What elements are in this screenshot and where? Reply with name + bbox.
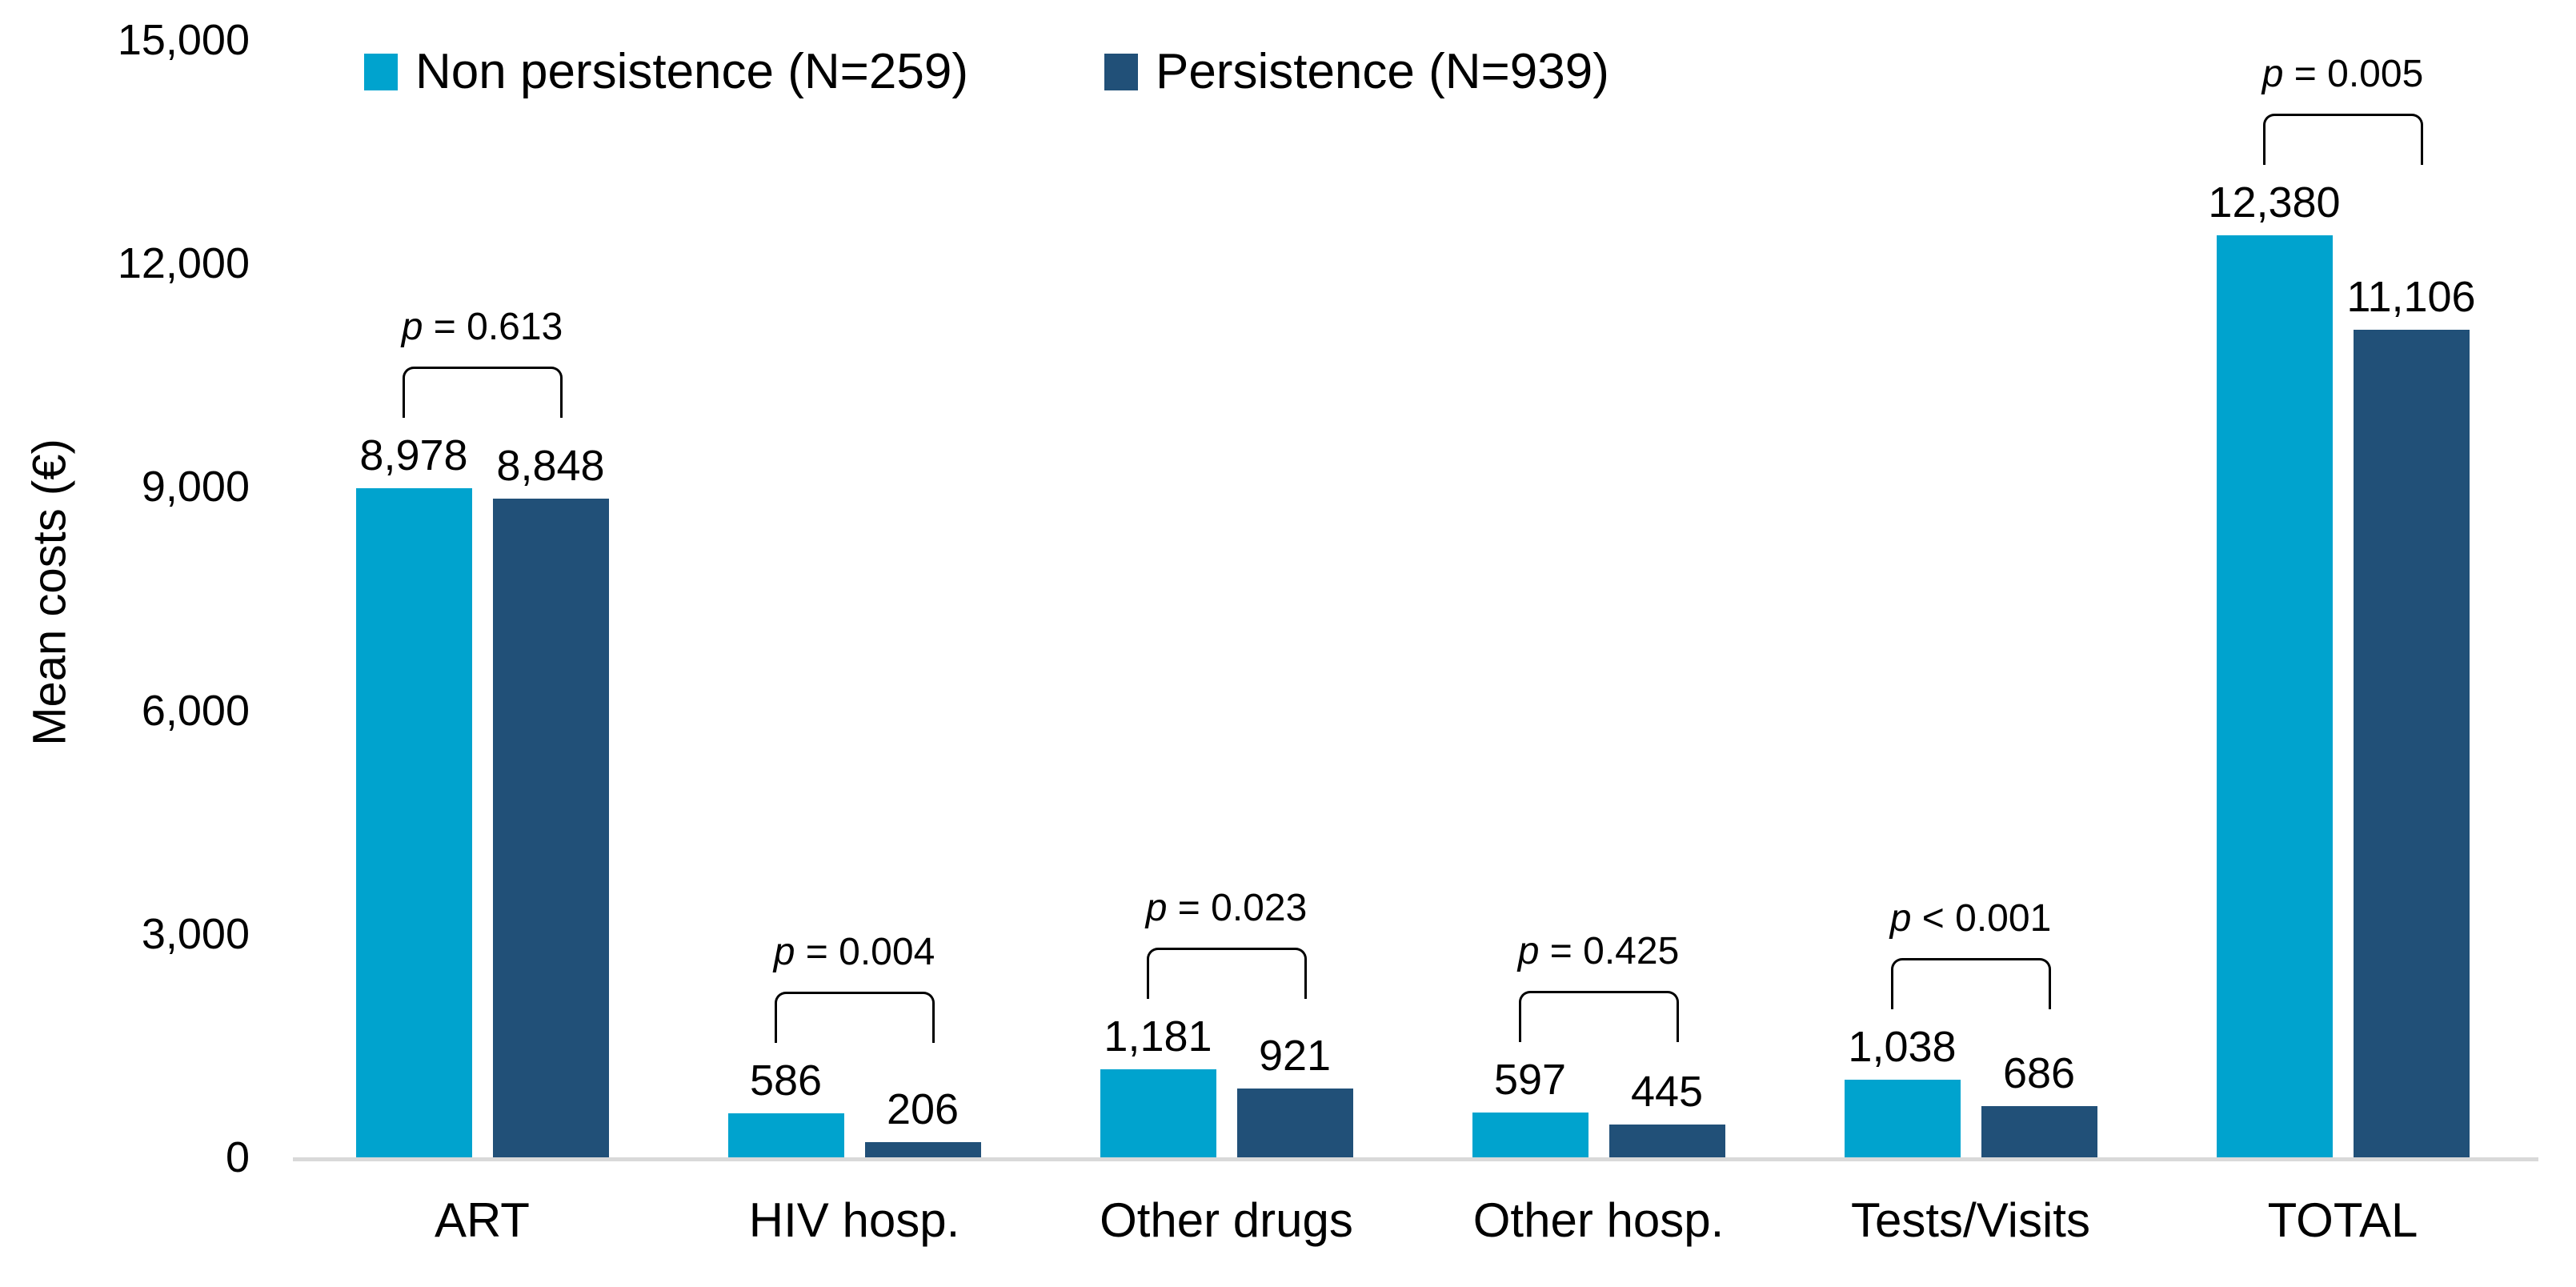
legend-label-persistence: Persistence (N=939) xyxy=(1155,44,1609,99)
value-label-art-persistence: 8,848 xyxy=(496,441,605,490)
p-value-label-hiv-hosp: p = 0.004 xyxy=(655,932,1055,973)
value-label-other-drugs-persistence: 921 xyxy=(1258,1032,1332,1081)
p-value-text: < 0.001 xyxy=(1911,897,2052,940)
bar-persistence-hiv-hosp xyxy=(864,1141,981,1157)
bar-persistence-art xyxy=(492,498,609,1157)
y-tick-6-000: 6,000 xyxy=(141,686,250,735)
x-category-hiv-hosp: HIV hosp. xyxy=(748,1193,960,1247)
value-label-total-non-persistence: 12,380 xyxy=(2208,178,2341,227)
p-value-text: = 0.023 xyxy=(1167,887,1308,930)
value-label-other-drugs-non-persistence: 1,181 xyxy=(1104,1012,1212,1061)
bar-persistence-other-hosp xyxy=(1608,1124,1725,1157)
x-category-art: ART xyxy=(435,1193,530,1247)
y-tick-12-000: 12,000 xyxy=(117,239,250,288)
significance-bracket-art xyxy=(402,367,563,419)
legend-swatch-non-persistence xyxy=(364,54,398,91)
value-label-hiv-hosp-non-persistence: 586 xyxy=(749,1056,823,1105)
significance-bracket-hiv-hosp xyxy=(774,992,935,1044)
significance-bracket-total xyxy=(2262,113,2423,165)
bar-persistence-tests-visits xyxy=(1981,1106,2097,1157)
value-label-other-hosp-non-persistence: 597 xyxy=(1493,1056,1567,1105)
p-symbol: p xyxy=(2262,52,2284,95)
p-value-text: = 0.005 xyxy=(2283,52,2424,95)
bar-non-persistence-other-hosp xyxy=(1472,1113,1588,1157)
bar-non-persistence-tests-visits xyxy=(1844,1080,1961,1157)
value-label-tests-visits-non-persistence: 1,038 xyxy=(1848,1023,1957,1072)
x-category-total: TOTAL xyxy=(2267,1193,2418,1247)
value-label-total-persistence: 11,106 xyxy=(2346,273,2476,322)
significance-bracket-tests-visits xyxy=(1890,958,2051,1010)
y-tick-15-000: 15,000 xyxy=(117,16,250,64)
legend-label-non-persistence: Non persistence (N=259) xyxy=(415,44,968,99)
y-tick-3-000: 3,000 xyxy=(141,909,250,958)
p-symbol: p xyxy=(773,931,795,974)
p-value-label-tests-visits: p < 0.001 xyxy=(1771,898,2171,940)
bar-non-persistence-art xyxy=(355,488,472,1157)
y-tick-0: 0 xyxy=(225,1133,250,1181)
value-label-tests-visits-persistence: 686 xyxy=(2002,1049,2076,1098)
bar-non-persistence-hiv-hosp xyxy=(727,1113,844,1157)
legend: Non persistence (N=259) Persistence (N=9… xyxy=(364,44,1609,99)
legend-item-non-persistence: Non persistence (N=259) xyxy=(364,44,968,99)
value-label-hiv-hosp-persistence: 206 xyxy=(886,1085,959,1133)
p-symbol: p xyxy=(1145,887,1168,930)
bar-non-persistence-other-drugs xyxy=(1100,1069,1216,1157)
bar-persistence-other-drugs xyxy=(1236,1089,1353,1157)
legend-item-persistence: Persistence (N=939) xyxy=(1104,44,1609,99)
x-category-other-hosp: Other hosp. xyxy=(1472,1193,1725,1247)
value-label-art-non-persistence: 8,978 xyxy=(359,431,468,480)
p-value-text: = 0.004 xyxy=(795,931,935,974)
x-category-tests-visits: Tests/Visits xyxy=(1851,1193,2090,1247)
p-value-text: = 0.425 xyxy=(1539,930,1680,973)
value-label-other-hosp-persistence: 445 xyxy=(1630,1067,1704,1116)
p-value-label-other-hosp: p = 0.425 xyxy=(1399,931,1799,972)
p-value-label-total: p = 0.005 xyxy=(2143,52,2543,95)
p-symbol: p xyxy=(1517,930,1540,973)
p-symbol: p xyxy=(401,306,423,349)
x-category-other-drugs: Other drugs xyxy=(1100,1193,1353,1247)
significance-bracket-other-drugs xyxy=(1146,948,1307,1000)
legend-swatch-persistence xyxy=(1104,54,1138,91)
p-value-label-other-drugs: p = 0.023 xyxy=(1027,888,1427,929)
p-value-label-art: p = 0.613 xyxy=(282,307,683,348)
bar-non-persistence-total xyxy=(2216,235,2333,1157)
bar-persistence-total xyxy=(2353,330,2470,1157)
y-tick-9-000: 9,000 xyxy=(141,463,250,511)
significance-bracket-other-hosp xyxy=(1518,991,1679,1043)
p-symbol: p xyxy=(1889,897,1912,940)
p-value-text: = 0.613 xyxy=(423,306,563,349)
x-axis-line xyxy=(293,1157,2538,1161)
